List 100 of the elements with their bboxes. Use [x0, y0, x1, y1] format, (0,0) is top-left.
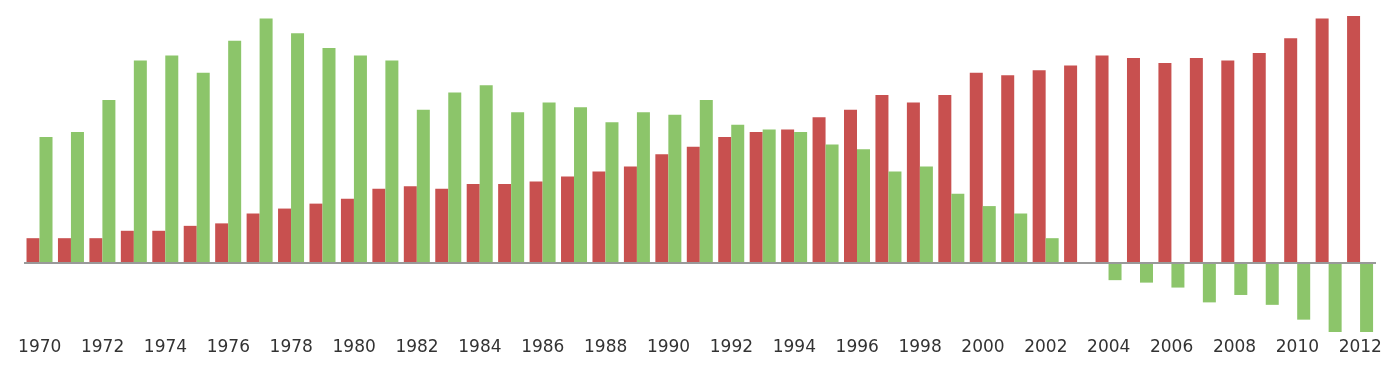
- x-tick-label: 1992: [709, 336, 754, 357]
- bar: [1234, 262, 1248, 295]
- bar: [875, 95, 889, 263]
- bar: [857, 149, 870, 263]
- x-tick-label: 1998: [898, 336, 942, 357]
- x-tick-label: 1984: [458, 336, 502, 357]
- bar: [259, 18, 273, 263]
- bar: [385, 60, 399, 263]
- bar: [668, 114, 682, 263]
- bar: [951, 193, 965, 263]
- bar: [812, 117, 826, 263]
- bar: [919, 166, 933, 263]
- x-tick-label: 1986: [521, 336, 565, 357]
- bar: [1284, 38, 1298, 263]
- bar: [165, 55, 179, 263]
- bar: [542, 102, 556, 263]
- bar: [686, 146, 700, 263]
- x-tick-label: 1976: [206, 336, 250, 357]
- bar: [982, 206, 996, 263]
- bar: [1064, 65, 1078, 263]
- bar: [39, 136, 53, 263]
- x-tick-label: 1990: [646, 336, 691, 357]
- bar: [1014, 213, 1028, 263]
- bar: [228, 40, 242, 263]
- bar: [938, 95, 952, 263]
- bar: [57, 238, 71, 263]
- bar: [372, 188, 386, 263]
- bar: [435, 188, 449, 263]
- bar: [498, 183, 512, 263]
- bar: [1360, 262, 1374, 332]
- bar: [1126, 57, 1140, 263]
- bar: [1095, 55, 1109, 263]
- bar: [592, 171, 606, 263]
- bar: [183, 225, 197, 263]
- bar: [794, 132, 808, 263]
- bar: [1328, 262, 1342, 332]
- bar: [906, 102, 920, 263]
- bar: [152, 230, 166, 263]
- bar: [749, 132, 763, 263]
- bar: [888, 171, 902, 263]
- bar: [699, 99, 713, 263]
- bar: [605, 122, 619, 263]
- bar: [322, 48, 336, 263]
- bar: [969, 72, 983, 263]
- bar: [291, 33, 305, 263]
- bar: [1252, 53, 1266, 263]
- bar: [574, 107, 588, 263]
- x-tick-label: 2008: [1212, 336, 1257, 357]
- bar: [120, 230, 134, 263]
- bar: [623, 166, 637, 263]
- bar: [1001, 75, 1015, 263]
- x-tick-label: 2010: [1275, 336, 1320, 357]
- bar: [1221, 60, 1235, 263]
- bar: [529, 181, 543, 263]
- bar: [246, 213, 260, 263]
- x-tick-label: 1978: [269, 336, 313, 357]
- bar: [26, 238, 40, 263]
- bar: [215, 223, 229, 263]
- bar: [89, 238, 103, 263]
- bar: [340, 198, 354, 263]
- bar: [1139, 262, 1153, 283]
- bar: [1265, 262, 1279, 305]
- bar: [1202, 262, 1216, 303]
- bar: [1032, 70, 1046, 263]
- bar: [1171, 262, 1185, 288]
- x-tick-label: 2004: [1087, 336, 1131, 357]
- bar: [416, 109, 430, 263]
- x-tick-label: 2012: [1338, 336, 1382, 357]
- x-tick-label: 1970: [18, 336, 62, 357]
- bar: [448, 92, 462, 263]
- bar: [731, 124, 745, 263]
- bar: [1315, 18, 1329, 263]
- bar: [844, 109, 857, 263]
- bar: [718, 136, 732, 263]
- bar: [511, 112, 525, 263]
- bar: [636, 112, 650, 263]
- bar: [466, 183, 480, 263]
- x-tick-label: 1996: [835, 336, 879, 357]
- bar: [1045, 238, 1059, 263]
- bar: [278, 208, 292, 263]
- bar: [1347, 16, 1361, 263]
- x-tick-label: 1972: [80, 336, 125, 357]
- bar: [1158, 62, 1172, 263]
- x-tick-label: 2006: [1150, 336, 1194, 357]
- bar: [353, 55, 367, 263]
- bar: [1108, 262, 1122, 281]
- bar: [1297, 262, 1311, 320]
- bar: [403, 186, 417, 263]
- bar: [1189, 57, 1203, 263]
- x-tick-label: 2000: [961, 336, 1005, 357]
- x-tick-label: 1982: [395, 336, 439, 357]
- bar: [825, 144, 839, 263]
- bar: [309, 203, 323, 263]
- bar: [655, 154, 669, 263]
- x-tick-label: 1994: [772, 336, 816, 357]
- bar: [781, 129, 795, 263]
- x-tick-label: 1974: [143, 336, 188, 357]
- x-tick-label: 1988: [584, 336, 628, 357]
- bar: [133, 60, 147, 263]
- bar: [479, 85, 493, 263]
